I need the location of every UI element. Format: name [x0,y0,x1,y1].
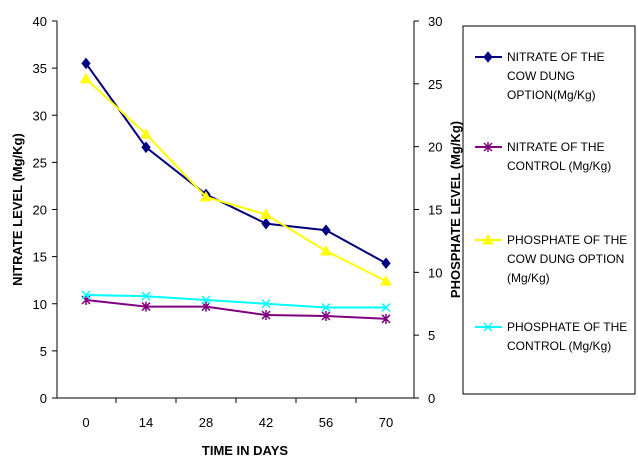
series-2-line [85,298,387,320]
series-2-point [381,313,391,324]
y-left-tick-label: 40 [33,14,47,29]
x-tick-label: 14 [139,415,153,430]
x-tick-label: 28 [199,415,213,430]
series-3-point [80,72,92,84]
legend-entry-1: NITRATE OF THE COW DUNG OPTION(Mg/Kg) [475,50,605,102]
legend-swatch-marker [483,322,493,332]
series-1-point [261,217,271,230]
y-left-tick-label: 5 [40,344,47,359]
legend-entry-3: PHOSPHATE OF THE COW DUNG OPTION (Mg/Kg) [475,233,627,285]
y-right-tick-label: 30 [428,14,442,29]
series-1-line [85,62,387,265]
series-4-point [381,302,391,313]
series-3-line [85,78,387,283]
legend-label-line: PHOSPHATE OF THE [507,320,627,334]
x-tick-label: 0 [82,415,89,430]
series-1-point [141,141,151,154]
series-3-point [380,275,392,286]
legend-label-line: NITRATE OF THE [507,140,605,154]
series-1 [81,57,391,270]
x-axis-title: TIME IN DAYS [202,443,289,458]
y-right-tick-label: 15 [428,203,442,218]
legend-label-line: PHOSPHATE OF THE [507,233,627,247]
y-axis-left-title: NITRATE LEVEL (Mg/Kg) [10,133,25,286]
x-tick-label: 56 [319,415,333,430]
y-left-tick-label: 25 [33,155,47,170]
legend-entry-4: PHOSPHATE OF THE CONTROL (Mg/Kg) [475,320,627,353]
series-4 [81,290,391,313]
y-left-tick-label: 10 [33,297,47,312]
series-4-point [261,299,271,309]
x-tick-label: 70 [379,415,393,430]
series-2 [81,294,391,324]
series-4-point [141,291,151,301]
legend-swatch-marker [482,233,494,245]
y-right-tick-label: 0 [428,391,435,406]
y-right-tick-label: 20 [428,140,442,155]
legend-swatch-marker [483,51,493,63]
series-1-point [321,224,331,237]
legend-box [462,25,636,395]
legend-swatch-marker [483,142,493,152]
legend-label-line: (Mg/Kg) [507,271,550,285]
y-left-tick-label: 20 [33,203,47,218]
y-left-tick-label: 0 [40,391,47,406]
legend-entry-2: NITRATE OF THE CONTROL (Mg/Kg) [475,140,611,173]
series-2-point [261,310,271,321]
series-1-point [81,57,91,70]
series-2-point [141,301,151,312]
series-2-point [201,301,211,312]
series-2-point [321,311,331,322]
y-left-tick-label: 35 [33,61,47,76]
y-right-tick-label: 10 [428,265,442,280]
legend-label-line: COW DUNG [507,69,575,83]
series-3 [80,72,392,286]
y-left-tick-label: 15 [33,250,47,265]
series-1-point [381,257,391,270]
series-4-point [321,302,331,313]
y-right-tick-label: 25 [428,77,442,92]
series-4-point [81,290,91,300]
series-3-point [320,244,332,256]
legend-label-line: CONTROL (Mg/Kg) [507,159,611,173]
legend-label-line: NITRATE OF THE [507,50,605,64]
series-4-line [85,293,386,309]
legend-label-line: CONTROL (Mg/Kg) [507,339,611,353]
y-right-tick-label: 5 [428,328,435,343]
series-3-point [200,190,212,202]
y-axis-right-title: PHOSPHATE LEVEL (Mg/Kg) [448,121,463,298]
legend-label-line: OPTION(Mg/Kg) [507,88,596,102]
x-tick-label: 42 [259,415,273,430]
series-3-point [140,128,152,139]
y-left-tick-label: 30 [33,108,47,123]
series-3-point [260,208,272,220]
series-4-point [201,295,211,305]
legend-label-line: COW DUNG OPTION [507,252,624,266]
